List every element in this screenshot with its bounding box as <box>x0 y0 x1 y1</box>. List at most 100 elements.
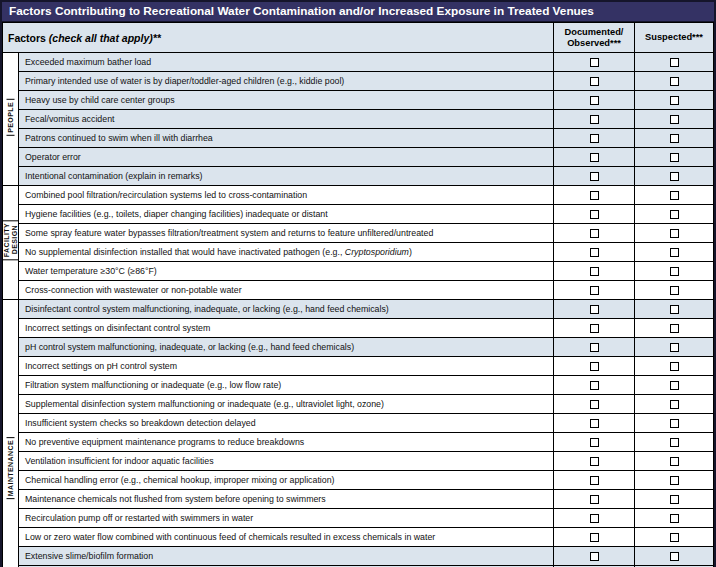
factor-label: Hygiene facilities (e.g., toilets, diape… <box>19 205 554 224</box>
factor-label: Extensive slime/biofilm formation <box>19 547 554 566</box>
documented-checkbox[interactable] <box>590 381 599 390</box>
suspected-checkbox[interactable] <box>670 476 679 485</box>
factor-label: Low or zero water flow combined with con… <box>19 528 554 547</box>
documented-cell <box>554 338 635 357</box>
factor-label: Heavy use by child care center groups <box>19 91 554 110</box>
suspected-checkbox[interactable] <box>670 58 679 67</box>
table-row: Insufficient system checks so breakdown … <box>3 414 714 433</box>
documented-checkbox[interactable] <box>590 305 599 314</box>
suspected-cell <box>635 262 714 281</box>
suspected-checkbox[interactable] <box>670 324 679 333</box>
documented-checkbox[interactable] <box>590 229 599 238</box>
documented-checkbox[interactable] <box>590 400 599 409</box>
table-row: Fecal/vomitus accident <box>3 110 714 129</box>
documented-checkbox[interactable] <box>590 324 599 333</box>
documented-checkbox[interactable] <box>590 343 599 352</box>
suspected-checkbox[interactable] <box>670 552 679 561</box>
suspected-checkbox[interactable] <box>670 343 679 352</box>
documented-cell <box>554 376 635 395</box>
suspected-checkbox[interactable] <box>670 96 679 105</box>
documented-checkbox[interactable] <box>590 210 599 219</box>
documented-checkbox[interactable] <box>590 533 599 542</box>
documented-cell <box>554 433 635 452</box>
factor-label: Filtration system malfunctioning or inad… <box>19 376 554 395</box>
table-row: PEOPLEExceeded maximum bather load <box>3 53 714 72</box>
suspected-checkbox[interactable] <box>670 305 679 314</box>
documented-header-line1: Documented/ <box>565 27 624 37</box>
documented-cell <box>554 528 635 547</box>
section-label-text: FACILITYDESIGN <box>3 220 18 260</box>
suspected-cell <box>635 528 714 547</box>
documented-checkbox[interactable] <box>590 191 599 200</box>
documented-checkbox[interactable] <box>590 172 599 181</box>
documented-checkbox[interactable] <box>590 134 599 143</box>
suspected-checkbox[interactable] <box>670 286 679 295</box>
suspected-checkbox[interactable] <box>670 533 679 542</box>
documented-checkbox[interactable] <box>590 153 599 162</box>
table-header: Factors (check all that apply)** Documen… <box>3 23 714 53</box>
factors-table: Factors (check all that apply)** Documen… <box>2 22 714 567</box>
suspected-checkbox[interactable] <box>670 77 679 86</box>
suspected-cell <box>635 433 714 452</box>
suspected-checkbox[interactable] <box>670 381 679 390</box>
documented-cell <box>554 509 635 528</box>
factor-label: Supplemental disinfection system malfunc… <box>19 395 554 414</box>
documented-checkbox[interactable] <box>590 457 599 466</box>
documented-checkbox[interactable] <box>590 419 599 428</box>
documented-cell <box>554 395 635 414</box>
suspected-cell <box>635 53 714 72</box>
documented-checkbox[interactable] <box>590 248 599 257</box>
suspected-checkbox[interactable] <box>670 514 679 523</box>
documented-checkbox[interactable] <box>590 96 599 105</box>
documented-checkbox[interactable] <box>590 514 599 523</box>
documented-checkbox[interactable] <box>590 267 599 276</box>
suspected-cell <box>635 167 714 186</box>
suspected-checkbox[interactable] <box>670 438 679 447</box>
page-title: Factors Contributing to Recreational Wat… <box>2 2 714 22</box>
documented-checkbox[interactable] <box>590 58 599 67</box>
suspected-cell <box>635 72 714 91</box>
suspected-checkbox[interactable] <box>670 229 679 238</box>
section-label-text: PEOPLE <box>7 99 15 136</box>
documented-checkbox[interactable] <box>590 552 599 561</box>
suspected-checkbox[interactable] <box>670 495 679 504</box>
factor-label: Incorrect settings on pH control system <box>19 357 554 376</box>
documented-checkbox[interactable] <box>590 495 599 504</box>
suspected-checkbox[interactable] <box>670 134 679 143</box>
documented-cell <box>554 357 635 376</box>
documented-checkbox[interactable] <box>590 286 599 295</box>
suspected-checkbox[interactable] <box>670 419 679 428</box>
section-label-text: MAINTENANCE <box>7 437 15 499</box>
suspected-checkbox[interactable] <box>670 400 679 409</box>
suspected-checkbox[interactable] <box>670 153 679 162</box>
section-label-maintenance: MAINTENANCE <box>3 300 19 567</box>
factor-label: Fecal/vomitus accident <box>19 110 554 129</box>
table-row: No preventive equipment maintenance prog… <box>3 433 714 452</box>
table-row: Cross-connection with wastewater or non-… <box>3 281 714 300</box>
documented-cell <box>554 91 635 110</box>
suspected-checkbox[interactable] <box>670 362 679 371</box>
documented-column-header: Documented/ Observed*** <box>554 23 635 53</box>
documented-checkbox[interactable] <box>590 476 599 485</box>
factor-label: Ventilation insufficient for indoor aqua… <box>19 452 554 471</box>
suspected-cell <box>635 224 714 243</box>
factor-label: Patrons continued to swim when ill with … <box>19 129 554 148</box>
documented-cell <box>554 414 635 433</box>
documented-cell <box>554 490 635 509</box>
suspected-checkbox[interactable] <box>670 248 679 257</box>
suspected-checkbox[interactable] <box>670 191 679 200</box>
documented-checkbox[interactable] <box>590 362 599 371</box>
documented-cell <box>554 167 635 186</box>
suspected-checkbox[interactable] <box>670 267 679 276</box>
documented-checkbox[interactable] <box>590 115 599 124</box>
suspected-checkbox[interactable] <box>670 115 679 124</box>
suspected-cell <box>635 319 714 338</box>
section-label-people: PEOPLE <box>3 53 19 186</box>
suspected-checkbox[interactable] <box>670 210 679 219</box>
suspected-checkbox[interactable] <box>670 457 679 466</box>
suspected-checkbox[interactable] <box>670 172 679 181</box>
documented-checkbox[interactable] <box>590 77 599 86</box>
factor-label: No preventive equipment maintenance prog… <box>19 433 554 452</box>
documented-checkbox[interactable] <box>590 438 599 447</box>
documented-cell <box>554 129 635 148</box>
